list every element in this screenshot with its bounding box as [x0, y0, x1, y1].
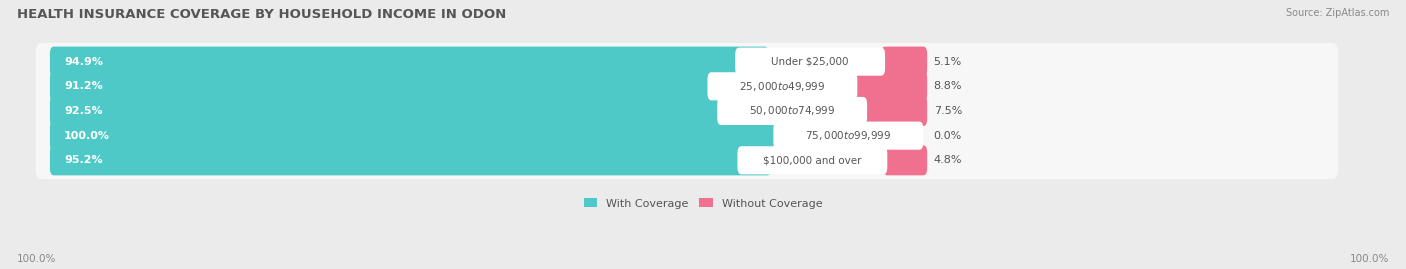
FancyBboxPatch shape: [35, 68, 1339, 105]
FancyBboxPatch shape: [853, 71, 927, 101]
Text: 94.9%: 94.9%: [65, 57, 103, 67]
FancyBboxPatch shape: [35, 43, 1339, 80]
Legend: With Coverage, Without Coverage: With Coverage, Without Coverage: [579, 194, 827, 213]
Text: $50,000 to $74,999: $50,000 to $74,999: [749, 104, 835, 118]
FancyBboxPatch shape: [35, 141, 1339, 179]
Text: 100.0%: 100.0%: [1350, 254, 1389, 264]
FancyBboxPatch shape: [49, 121, 807, 151]
FancyBboxPatch shape: [717, 97, 868, 125]
Text: 100.0%: 100.0%: [65, 131, 110, 141]
Text: 4.8%: 4.8%: [934, 155, 962, 165]
Text: 100.0%: 100.0%: [17, 254, 56, 264]
Text: 8.8%: 8.8%: [934, 81, 962, 91]
FancyBboxPatch shape: [773, 122, 924, 150]
Text: $100,000 and over: $100,000 and over: [763, 155, 862, 165]
Text: 92.5%: 92.5%: [65, 106, 103, 116]
FancyBboxPatch shape: [49, 71, 741, 101]
FancyBboxPatch shape: [883, 145, 927, 175]
FancyBboxPatch shape: [735, 48, 884, 76]
FancyBboxPatch shape: [863, 96, 927, 126]
FancyBboxPatch shape: [49, 96, 751, 126]
FancyBboxPatch shape: [882, 47, 927, 77]
Text: $25,000 to $49,999: $25,000 to $49,999: [740, 80, 825, 93]
Text: 5.1%: 5.1%: [934, 57, 962, 67]
FancyBboxPatch shape: [737, 146, 887, 174]
FancyBboxPatch shape: [49, 47, 769, 77]
FancyBboxPatch shape: [49, 145, 770, 175]
FancyBboxPatch shape: [35, 92, 1339, 130]
Text: $75,000 to $99,999: $75,000 to $99,999: [806, 129, 891, 142]
Text: 7.5%: 7.5%: [934, 106, 962, 116]
Text: 95.2%: 95.2%: [65, 155, 103, 165]
Text: HEALTH INSURANCE COVERAGE BY HOUSEHOLD INCOME IN ODON: HEALTH INSURANCE COVERAGE BY HOUSEHOLD I…: [17, 8, 506, 21]
Text: 0.0%: 0.0%: [934, 131, 962, 141]
FancyBboxPatch shape: [35, 117, 1339, 154]
FancyBboxPatch shape: [707, 72, 858, 100]
Text: Source: ZipAtlas.com: Source: ZipAtlas.com: [1285, 8, 1389, 18]
Text: 91.2%: 91.2%: [65, 81, 103, 91]
Text: Under $25,000: Under $25,000: [772, 57, 849, 67]
